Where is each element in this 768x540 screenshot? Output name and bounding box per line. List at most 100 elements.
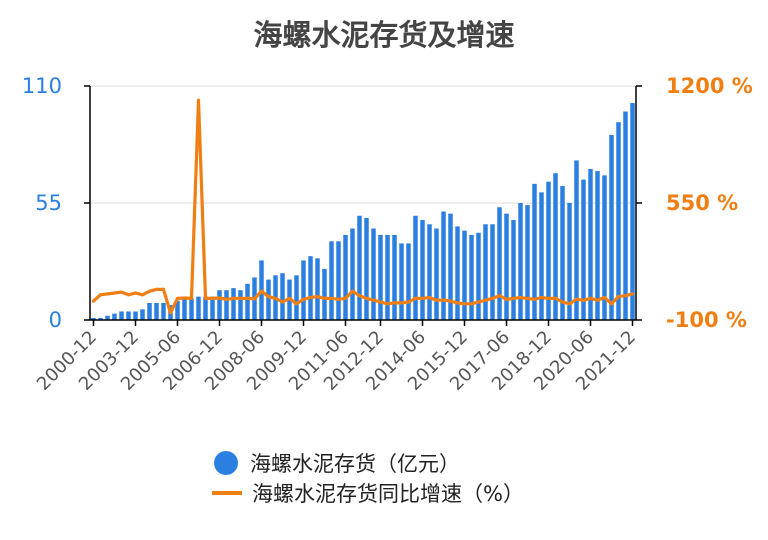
line-point — [441, 298, 446, 302]
bar — [434, 228, 439, 320]
line-point — [182, 296, 187, 300]
line-point — [518, 295, 523, 300]
bar — [511, 220, 516, 320]
line-point — [161, 287, 166, 291]
line-point — [532, 297, 537, 301]
line-point — [238, 296, 243, 300]
bar — [483, 224, 488, 320]
line-point — [343, 296, 348, 300]
bar — [392, 234, 397, 320]
bar — [308, 256, 313, 320]
line-point — [595, 298, 600, 302]
line-point — [140, 293, 145, 297]
line-point — [196, 98, 201, 102]
bar — [539, 192, 544, 320]
line-point — [119, 290, 124, 294]
line-point — [602, 295, 607, 300]
line-point — [112, 291, 117, 295]
bar — [91, 317, 96, 320]
bar — [560, 185, 565, 320]
line-point — [329, 296, 334, 300]
line-point — [490, 296, 495, 300]
bar — [322, 268, 327, 320]
line-point — [420, 296, 425, 300]
bar — [224, 290, 229, 320]
line-point — [504, 297, 509, 301]
legend-item-bar[interactable]: 海螺水泥存货（亿元） — [212, 448, 524, 478]
line-point — [336, 297, 341, 301]
line-point — [105, 292, 110, 296]
bar — [588, 168, 593, 320]
bar — [217, 290, 222, 320]
bar — [371, 228, 376, 320]
bar — [553, 173, 558, 320]
bar — [126, 311, 131, 320]
bar — [518, 203, 523, 320]
bar — [147, 302, 152, 320]
bar — [357, 215, 362, 320]
bar — [231, 288, 236, 320]
bar — [525, 205, 530, 320]
line-point — [455, 301, 460, 305]
bar — [490, 224, 495, 320]
bar — [413, 215, 418, 320]
line-point — [154, 287, 159, 291]
bar — [630, 103, 635, 320]
line-point — [147, 289, 152, 293]
bar — [189, 298, 194, 320]
bar — [329, 241, 334, 320]
line-point — [539, 295, 544, 300]
line-point — [630, 292, 635, 296]
line-point — [385, 302, 390, 306]
line-point — [469, 302, 474, 306]
bar — [469, 234, 474, 320]
line-point — [413, 296, 418, 300]
bar — [609, 134, 614, 320]
right-tick-label: 550 % — [666, 191, 738, 215]
bar — [406, 243, 411, 320]
line-point — [609, 302, 614, 306]
bar — [455, 226, 460, 320]
line-point — [476, 300, 481, 304]
line-point — [378, 300, 383, 304]
bar — [364, 217, 369, 320]
bar — [175, 300, 180, 320]
line-point — [217, 296, 222, 300]
legend-dot-icon — [214, 451, 238, 475]
line-point — [357, 294, 362, 298]
line-point — [588, 296, 593, 300]
line-point — [434, 298, 439, 302]
bar — [266, 279, 271, 320]
bar — [315, 258, 320, 320]
left-tick-label: 110 — [22, 74, 62, 98]
line-point — [98, 293, 103, 297]
right-tick-label: 1200 % — [666, 74, 753, 98]
line-point — [252, 297, 257, 301]
line-point — [126, 293, 131, 297]
bar — [602, 175, 607, 320]
legend-line-icon — [212, 491, 242, 495]
legend-item-line[interactable]: 海螺水泥存货同比增速（%） — [212, 478, 524, 508]
line-point — [581, 298, 586, 302]
bar — [238, 290, 243, 320]
line-point — [273, 296, 278, 300]
line-point — [315, 295, 320, 299]
bar — [203, 296, 208, 320]
gridlines — [90, 85, 636, 204]
line-point — [294, 302, 299, 306]
bar — [112, 313, 117, 320]
line-point — [287, 296, 292, 300]
bar — [196, 296, 201, 320]
chart-title: 海螺水泥存货及增速 — [253, 18, 515, 52]
line-point — [497, 294, 502, 298]
line-point — [371, 298, 376, 302]
bar — [343, 234, 348, 320]
line-point — [616, 295, 621, 299]
line-point — [189, 296, 194, 300]
bar — [504, 213, 509, 320]
bar — [399, 243, 404, 320]
line-point — [623, 294, 628, 298]
bar — [98, 317, 103, 320]
bar — [301, 260, 306, 320]
line-point — [350, 289, 355, 293]
